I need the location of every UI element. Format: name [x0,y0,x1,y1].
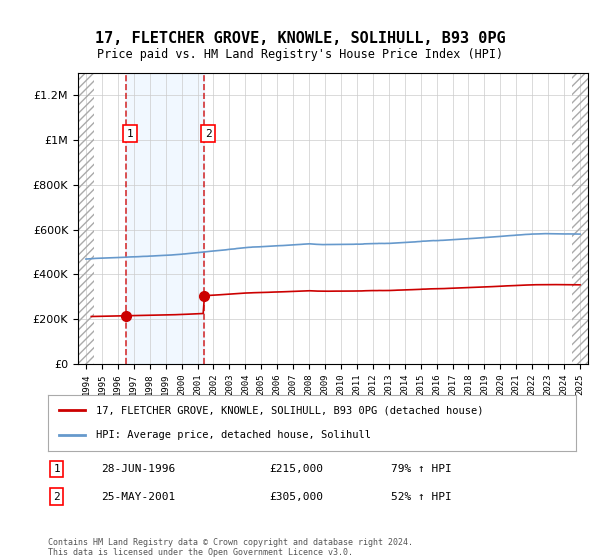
Text: 2: 2 [205,129,211,139]
Text: 28-JUN-1996: 28-JUN-1996 [101,464,175,474]
Bar [126,73,204,364]
Bar [78,73,94,364]
Text: 25-MAY-2001: 25-MAY-2001 [101,492,175,502]
Text: Price paid vs. HM Land Registry's House Price Index (HPI): Price paid vs. HM Land Registry's House … [97,48,503,60]
Text: 1: 1 [53,464,60,474]
Text: 17, FLETCHER GROVE, KNOWLE, SOLIHULL, B93 0PG (detached house): 17, FLETCHER GROVE, KNOWLE, SOLIHULL, B9… [95,405,483,416]
Text: 79% ↑ HPI: 79% ↑ HPI [391,464,452,474]
Text: Contains HM Land Registry data © Crown copyright and database right 2024.
This d: Contains HM Land Registry data © Crown c… [48,538,413,557]
Text: HPI: Average price, detached house, Solihull: HPI: Average price, detached house, Soli… [95,430,371,440]
Text: £215,000: £215,000 [270,464,324,474]
Text: 2: 2 [53,492,60,502]
Text: £305,000: £305,000 [270,492,324,502]
Bar [572,73,588,364]
Text: 1: 1 [127,129,133,139]
Text: 52% ↑ HPI: 52% ↑ HPI [391,492,452,502]
Bar [78,73,94,364]
Text: 17, FLETCHER GROVE, KNOWLE, SOLIHULL, B93 0PG: 17, FLETCHER GROVE, KNOWLE, SOLIHULL, B9… [95,31,505,46]
Bar [572,73,588,364]
